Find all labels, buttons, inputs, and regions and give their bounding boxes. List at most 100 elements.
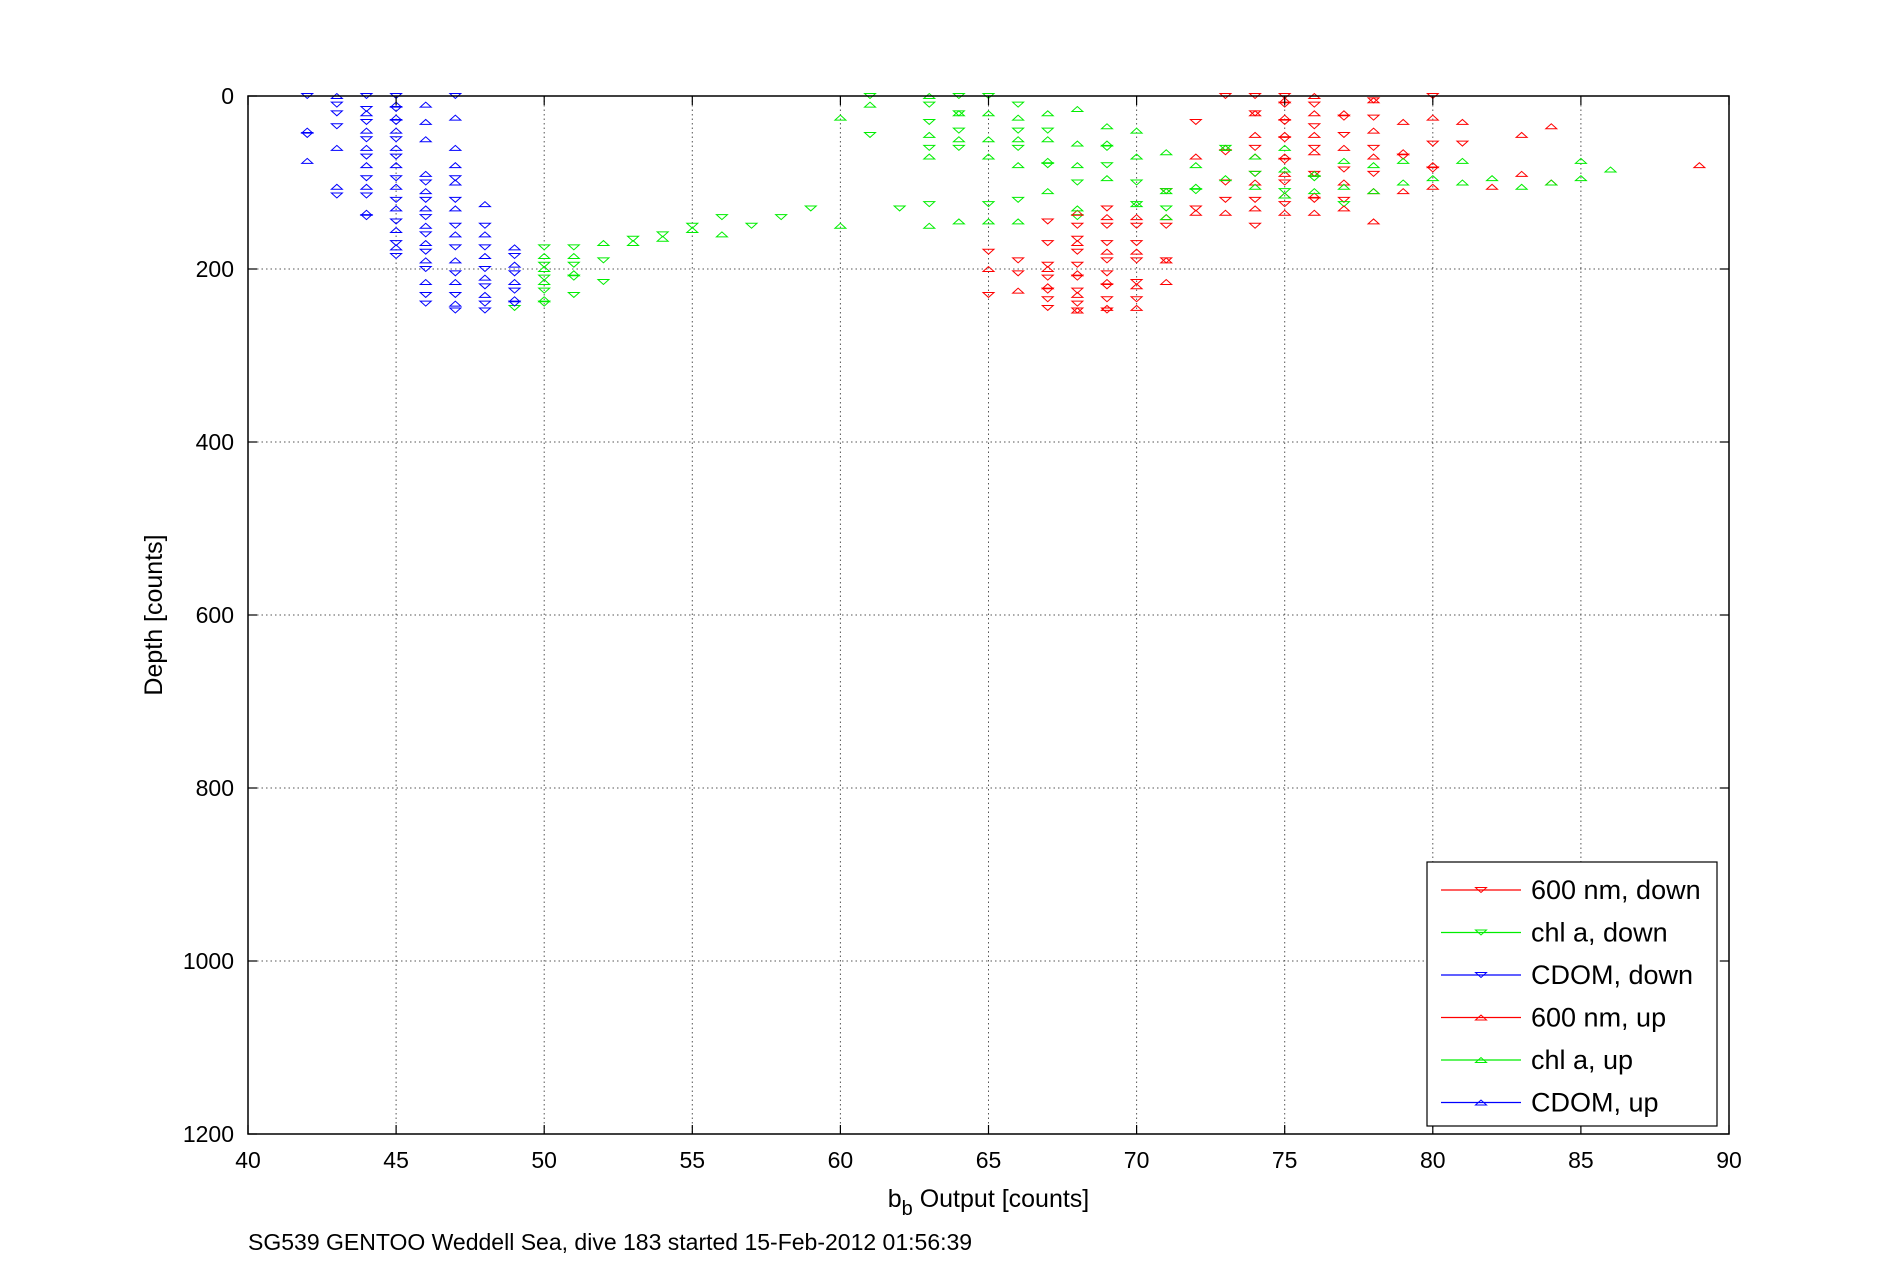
data-point xyxy=(448,231,463,238)
data-point xyxy=(1040,296,1055,303)
data-point xyxy=(1011,287,1025,294)
data-point xyxy=(1218,175,1233,182)
data-point xyxy=(1070,179,1085,186)
x-tick-label: 85 xyxy=(1568,1147,1594,1173)
data-point xyxy=(1070,235,1085,242)
data-point xyxy=(1011,101,1025,108)
data-point xyxy=(1070,140,1085,147)
data-point xyxy=(626,239,640,247)
data-point xyxy=(448,257,463,264)
data-point xyxy=(1040,287,1055,294)
data-point xyxy=(1129,279,1144,286)
data-point xyxy=(389,106,403,113)
data-point xyxy=(1307,175,1322,182)
legend-marker xyxy=(1474,887,1488,894)
legend-label: CDOM, up xyxy=(1531,1088,1659,1118)
x-axis-label-main: b xyxy=(888,1185,902,1213)
data-point xyxy=(1070,205,1085,212)
data-point xyxy=(507,296,522,303)
data-point xyxy=(1396,118,1410,125)
data-point xyxy=(1159,257,1174,264)
data-point xyxy=(981,201,996,208)
data-point xyxy=(1189,118,1203,126)
data-point xyxy=(596,279,611,286)
data-point xyxy=(448,270,463,277)
data-point xyxy=(1277,136,1292,143)
data-point xyxy=(567,252,581,259)
y-tick-label: 1000 xyxy=(183,948,234,974)
data-point xyxy=(1159,188,1174,195)
legend-marker xyxy=(1474,1014,1488,1021)
data-point xyxy=(1248,153,1262,160)
data-point xyxy=(418,239,433,247)
data-point xyxy=(1129,200,1144,208)
data-point xyxy=(1603,166,1618,173)
data-point xyxy=(330,110,344,117)
data-point xyxy=(1425,140,1440,147)
data-point xyxy=(478,300,492,307)
data-point xyxy=(418,266,433,273)
data-point xyxy=(1514,183,1529,190)
data-point xyxy=(1366,188,1381,195)
data-point xyxy=(1189,153,1203,160)
data-point xyxy=(744,222,759,229)
data-point xyxy=(1425,175,1440,182)
data-point xyxy=(448,144,463,151)
data-point xyxy=(833,114,848,121)
x-tick-label: 60 xyxy=(828,1147,854,1173)
data-point xyxy=(1100,144,1114,152)
legend-label: 600 nm, up xyxy=(1531,1003,1666,1033)
data-point xyxy=(507,261,522,268)
data-point xyxy=(418,179,433,186)
data-point xyxy=(389,162,403,169)
data-point xyxy=(418,136,433,143)
data-point xyxy=(1248,131,1262,138)
data-point xyxy=(448,175,463,182)
x-axis-label-rest: Output [counts] xyxy=(913,1185,1090,1213)
data-point xyxy=(1100,213,1114,221)
data-point xyxy=(1011,136,1025,143)
legend-marker xyxy=(1474,972,1488,979)
data-point xyxy=(1100,123,1114,130)
data-point xyxy=(359,175,374,182)
data-point xyxy=(1011,162,1025,169)
data-point xyxy=(537,287,552,294)
data-point xyxy=(1040,265,1055,272)
data-point xyxy=(1040,261,1055,268)
data-point xyxy=(448,222,463,229)
data-point xyxy=(478,291,492,298)
data-point xyxy=(567,274,581,281)
data-point xyxy=(448,291,463,299)
series-chl-a-down xyxy=(507,93,1351,312)
data-point xyxy=(1544,179,1559,186)
data-point xyxy=(1277,157,1292,165)
data-point xyxy=(1159,205,1174,212)
data-point xyxy=(448,114,463,121)
data-point xyxy=(1455,118,1470,125)
data-point xyxy=(1070,307,1085,314)
data-point xyxy=(1574,157,1588,164)
data-point xyxy=(1277,201,1292,208)
legend-entry: 600 nm, up xyxy=(1441,1003,1666,1033)
legend: 600 nm, down chl a, down CDOM, down 600 nm,… xyxy=(1426,861,1718,1127)
data-point xyxy=(922,131,937,138)
data-point xyxy=(389,196,403,203)
data-point xyxy=(1425,166,1440,173)
data-point xyxy=(448,244,463,251)
data-point xyxy=(478,307,492,314)
data-point xyxy=(1040,240,1055,247)
data-point xyxy=(418,188,433,195)
series-600-nm-up xyxy=(981,92,1707,314)
data-point xyxy=(448,196,463,203)
data-point xyxy=(1070,291,1085,298)
data-point xyxy=(567,261,581,268)
data-point xyxy=(1277,144,1292,151)
data-point xyxy=(1366,144,1381,152)
data-point xyxy=(330,144,344,151)
data-point xyxy=(1307,149,1322,156)
data-point xyxy=(1248,110,1262,117)
legend-entry: chl a, up xyxy=(1441,1045,1633,1075)
data-point xyxy=(1248,153,1262,160)
data-point xyxy=(359,144,374,151)
